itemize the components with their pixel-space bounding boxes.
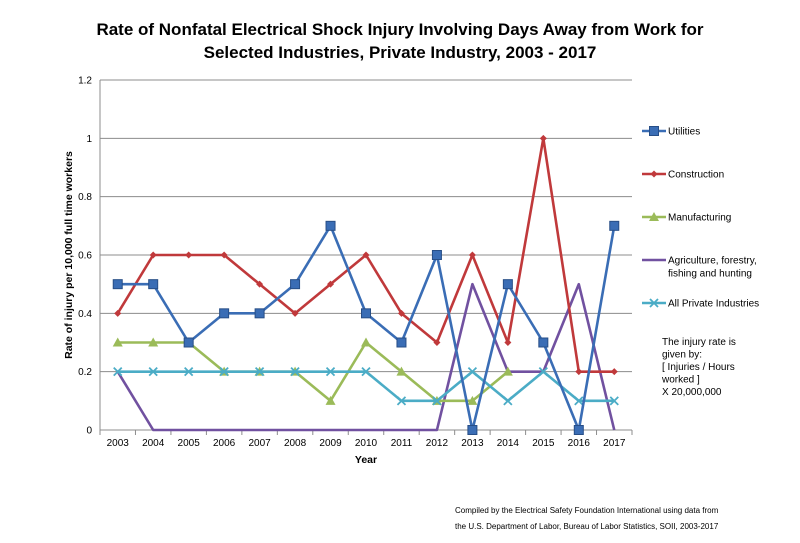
data-point-all-private-industries (219, 367, 229, 377)
data-point-all-private-industries (609, 396, 619, 406)
data-point-utilities (396, 337, 407, 348)
data-point-construction (362, 251, 370, 259)
data-point-manufacturing (467, 395, 478, 405)
data-point-all-private-industries (254, 367, 265, 377)
x-tick-label: 2014 (497, 438, 520, 449)
data-point-utilities (573, 425, 584, 435)
data-point-construction (256, 280, 264, 288)
y-tick-label: 0.4 (78, 309, 92, 320)
data-point-all-private-industries (467, 367, 478, 377)
source-credit: the U.S. Department of Labor, Bureau of … (455, 522, 719, 531)
legend-label-manufacturing: Manufacturing (668, 213, 731, 224)
data-point-construction (291, 309, 299, 317)
data-point-utilities (112, 279, 123, 290)
chart-title: Selected Industries, Private Industry, 2… (204, 43, 597, 62)
y-tick-label: 1 (86, 134, 92, 145)
x-tick-label: 2013 (461, 438, 484, 449)
y-tick-label: 0.2 (78, 367, 92, 378)
data-point-construction (468, 251, 476, 259)
data-point-all-private-industries (290, 367, 300, 377)
data-point-utilities (467, 425, 478, 435)
data-point-construction (185, 251, 193, 259)
data-point-construction (575, 368, 583, 376)
x-tick-label: 2009 (319, 438, 342, 449)
data-point-utilities (183, 337, 194, 348)
data-point-construction (327, 280, 335, 288)
data-point-manufacturing (396, 366, 407, 376)
chart-title: Rate of Nonfatal Electrical Shock Injury… (96, 20, 703, 39)
data-point-utilities (290, 279, 301, 290)
data-point-utilities (325, 220, 336, 231)
legend-label-construction: Construction (668, 170, 724, 181)
x-tick-label: 2005 (178, 438, 201, 449)
source-credit: Compiled by the Electrical Safety Founda… (455, 506, 719, 515)
data-point-construction (114, 309, 122, 317)
x-tick-label: 2016 (568, 438, 591, 449)
data-point-utilities (148, 279, 159, 290)
injury-rate-note: The injury rate is (662, 337, 736, 348)
data-point-all-private-industries (361, 367, 371, 377)
data-point-all-private-industries (113, 367, 123, 377)
data-point-utilities (361, 308, 371, 319)
data-point-utilities (431, 250, 442, 260)
data-point-all-private-industries (432, 396, 442, 406)
data-point-manufacturing (502, 366, 513, 376)
x-tick-label: 2008 (284, 438, 307, 449)
data-point-construction (504, 339, 512, 346)
x-tick-label: 2004 (142, 438, 165, 449)
x-tick-label: 2007 (248, 438, 271, 449)
injury-rate-note: [ Injuries / Hours (662, 362, 735, 373)
x-tick-label: 2011 (391, 438, 413, 449)
data-point-construction (149, 251, 157, 259)
data-point-all-private-industries (574, 396, 584, 406)
series-line-agriculture-forestry-fishing-and-hunting (116, 282, 616, 432)
data-point-utilities (219, 308, 230, 319)
data-point-manufacturing (361, 337, 371, 347)
data-point-construction (433, 339, 441, 346)
legend-label-agriculture-forestry-fishing-and-hunting: Agriculture, forestry, (668, 256, 757, 267)
x-tick-label: 2006 (213, 438, 236, 449)
data-point-construction (220, 251, 228, 259)
data-point-manufacturing (148, 337, 159, 347)
data-point-all-private-industries (325, 367, 336, 377)
legend-marker-manufacturing (649, 212, 659, 221)
data-point-all-private-industries (503, 396, 513, 406)
data-point-all-private-industries (396, 396, 407, 406)
legend-label-utilities: Utilities (668, 127, 700, 138)
data-point-all-private-industries (148, 367, 158, 377)
y-tick-label: 0 (86, 426, 92, 437)
data-point-construction (610, 368, 618, 376)
x-tick-label: 2017 (603, 438, 626, 449)
data-point-utilities (502, 279, 513, 290)
x-tick-label: 2003 (107, 438, 130, 449)
injury-rate-note: worked ] (661, 375, 700, 386)
data-point-all-private-industries (538, 367, 548, 377)
x-tick-label: 2010 (355, 438, 378, 449)
legend-marker-utilities (649, 126, 659, 136)
data-point-all-private-industries (184, 367, 194, 377)
y-tick-label: 1.2 (78, 76, 92, 87)
injury-rate-note: given by: (662, 350, 702, 361)
data-point-utilities (538, 337, 549, 348)
x-tick-label: 2012 (426, 438, 449, 449)
data-point-manufacturing (112, 337, 123, 347)
data-point-construction (397, 309, 405, 317)
x-axis-title: Year (355, 454, 377, 466)
x-tick-label: 2015 (532, 438, 555, 449)
y-tick-label: 0.8 (78, 192, 92, 203)
data-point-utilities (254, 308, 265, 319)
legend-label-all-private-industries: All Private Industries (668, 299, 759, 310)
data-point-utilities (609, 220, 620, 231)
legend-marker-construction (650, 170, 658, 178)
y-axis-title: Rate of injury per 10,000 full time work… (63, 151, 75, 359)
legend-marker-all-private-industries (649, 298, 659, 308)
y-tick-label: 0.6 (78, 251, 92, 262)
series-line-manufacturing (117, 341, 509, 403)
data-point-construction (539, 134, 547, 142)
legend-label-agriculture-forestry-fishing-and-hunting: fishing and hunting (668, 269, 752, 280)
data-point-manufacturing (325, 395, 336, 405)
injury-rate-note: X 20,000,000 (662, 387, 722, 398)
